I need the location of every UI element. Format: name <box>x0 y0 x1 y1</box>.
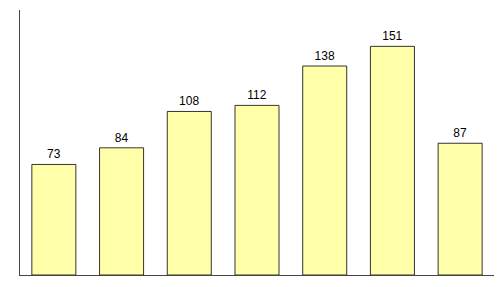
svg-text:84: 84 <box>115 131 129 145</box>
svg-text:73: 73 <box>47 147 61 161</box>
svg-text:87: 87 <box>453 126 467 140</box>
svg-text:108: 108 <box>179 94 199 108</box>
svg-text:151: 151 <box>382 29 402 43</box>
svg-text:138: 138 <box>315 49 335 63</box>
svg-text:112: 112 <box>247 88 266 102</box>
